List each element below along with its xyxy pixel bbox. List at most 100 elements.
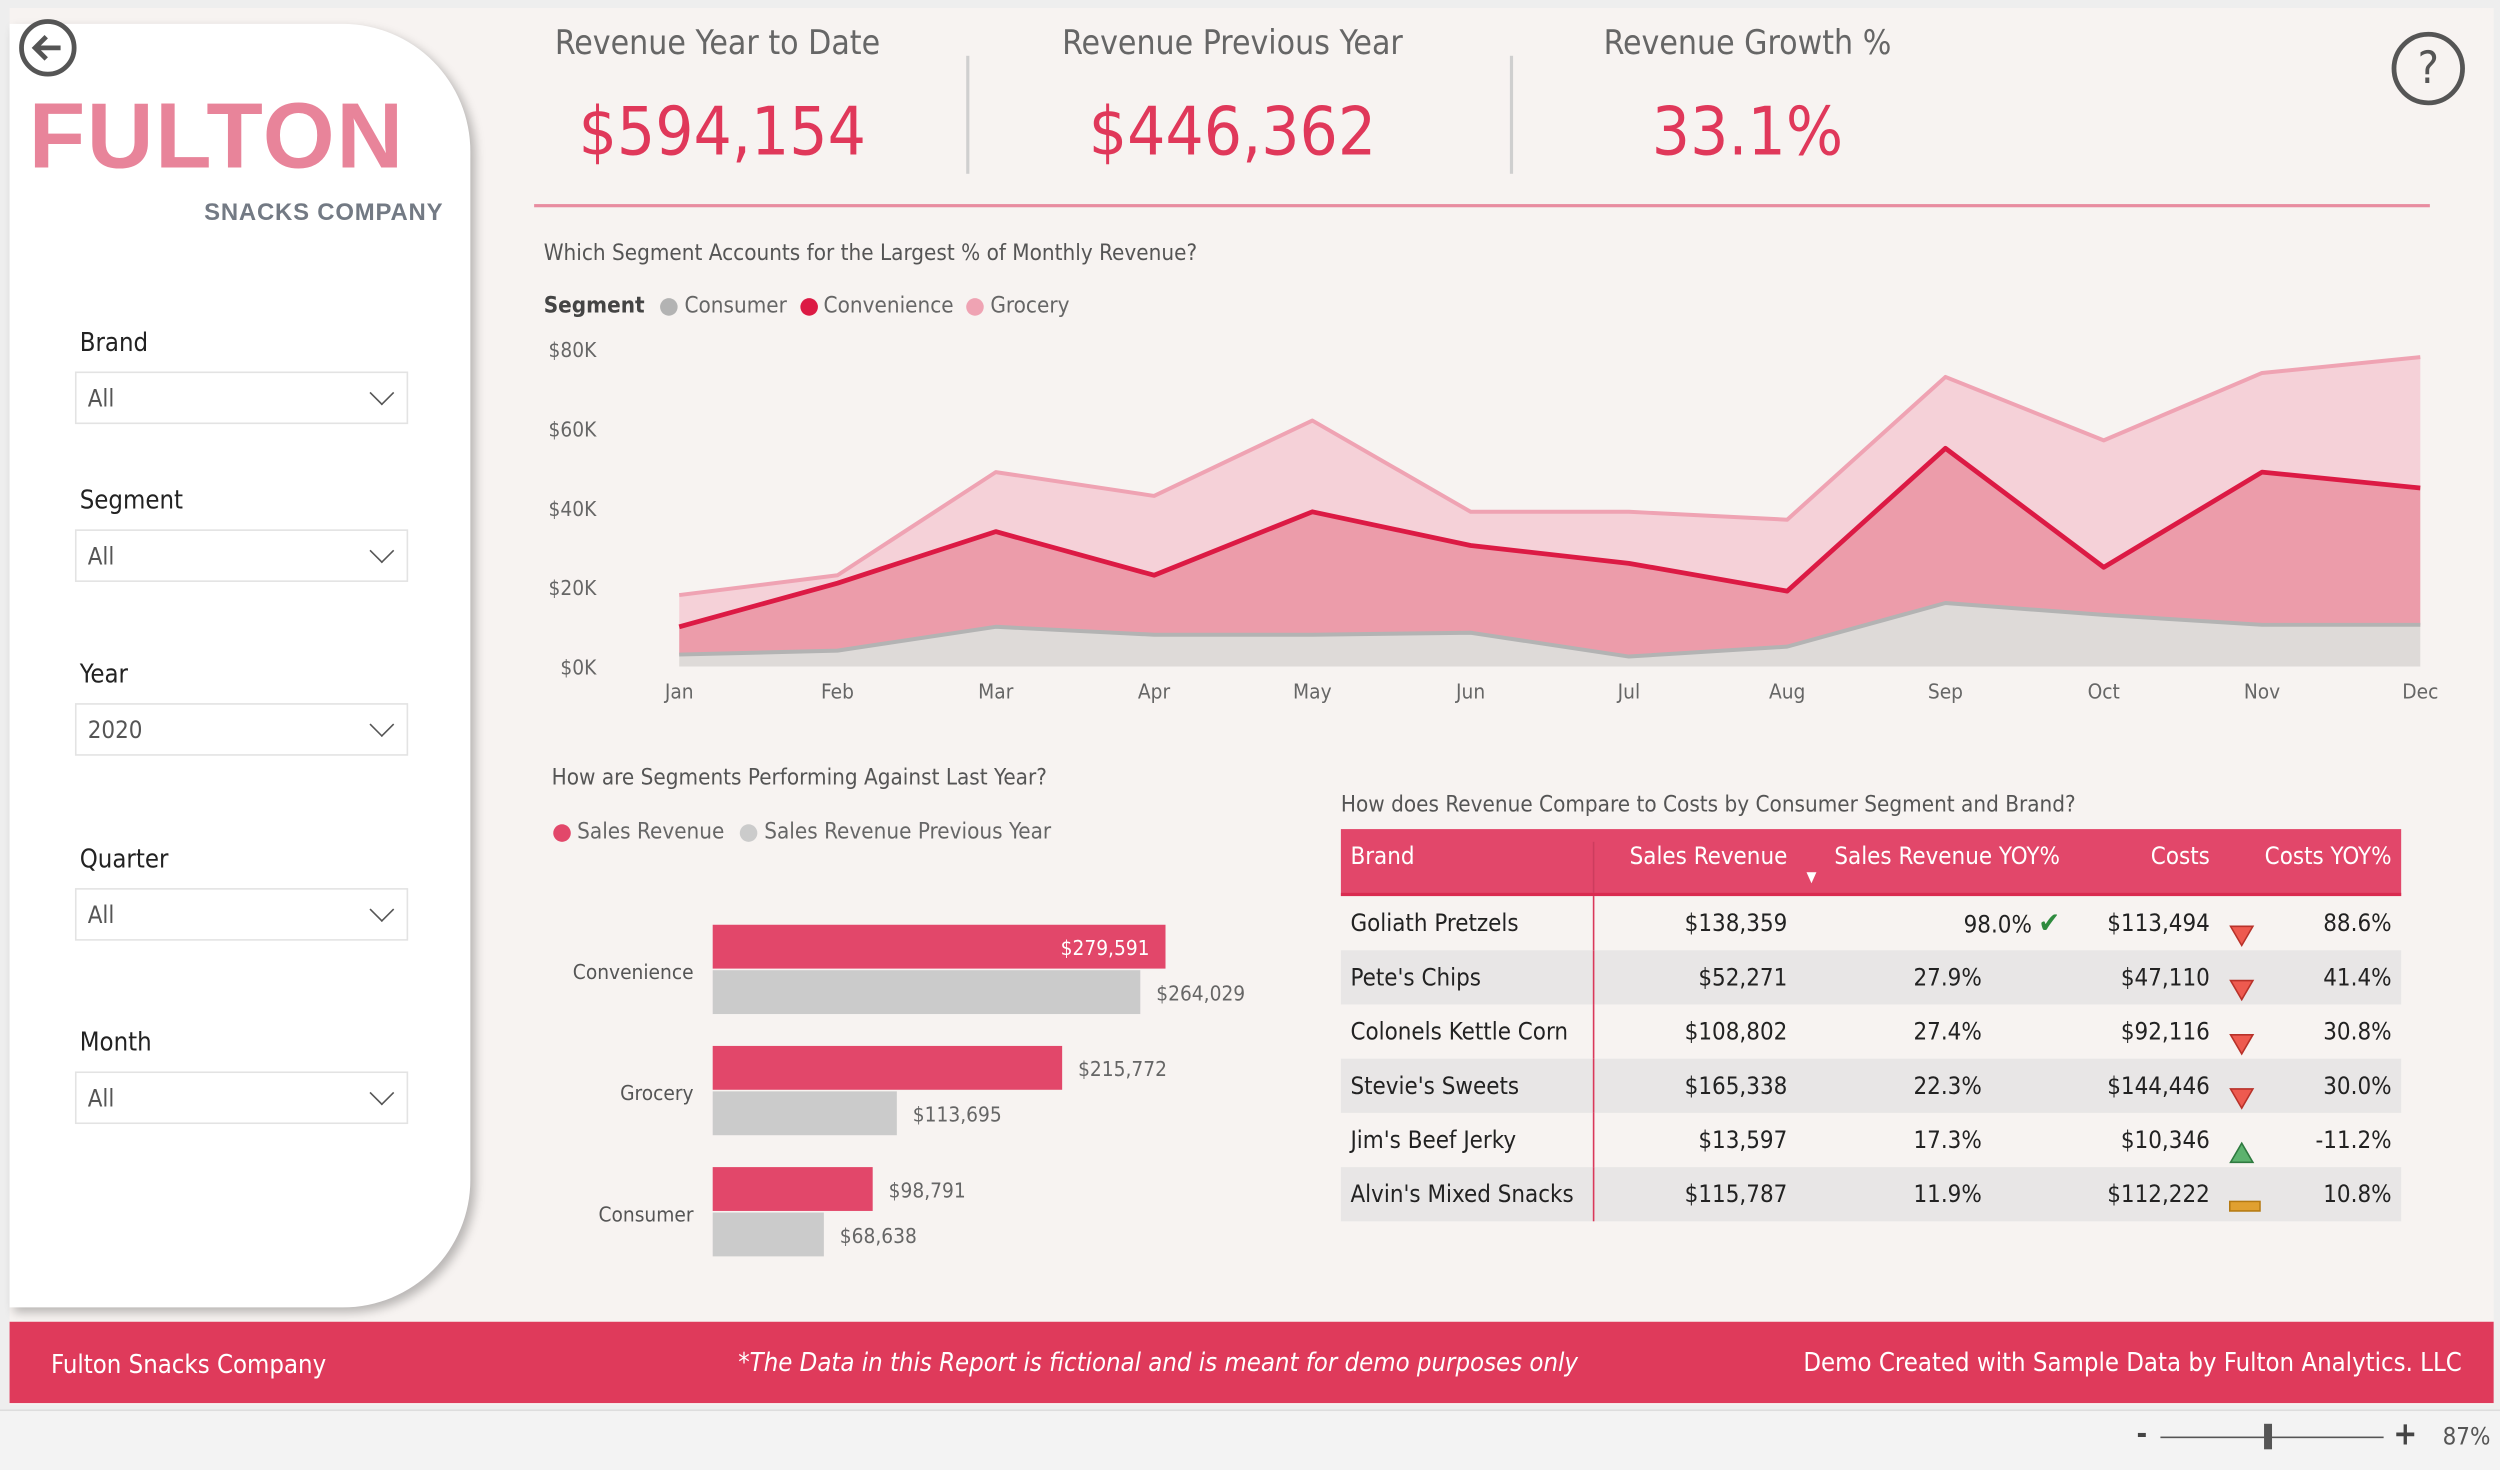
company-logo-subtitle: SNACKS COMPANY: [204, 199, 444, 227]
legend-dot-convenience: [799, 297, 818, 315]
bar-sales-revenue[interactable]: [712, 924, 1166, 969]
slicer-label-year: Year: [79, 658, 128, 689]
cell-sales-revenue-yoy: 22.3%: [1797, 1071, 2073, 1100]
cell-brand: Stevie's Sweets: [1341, 1058, 1595, 1113]
cell-sales-revenue-yoy-value: 22.3%: [1913, 1071, 1982, 1101]
y-tick-label: $80K: [549, 338, 598, 362]
slicer-label-brand: Brand: [79, 326, 149, 358]
x-tick-label: Oct: [2088, 679, 2120, 703]
y-tick-label: $60K: [549, 417, 598, 441]
header-sales-revenue-yoy[interactable]: Sales Revenue YOY% ▼: [1797, 842, 2073, 887]
cell-costs: $112,222: [2107, 1179, 2210, 1209]
table-row[interactable]: Pete's Chips $52,271 27.9% $47,110 41.4%: [1340, 950, 2402, 1005]
legend-consumer[interactable]: Consumer: [684, 293, 787, 319]
header-brand[interactable]: Brand: [1341, 841, 1595, 893]
area-consumer[interactable]: [679, 603, 2421, 667]
cell-costs-yoy: 30.0%: [2216, 1071, 2401, 1110]
area-grocery[interactable]: [679, 357, 2421, 627]
status-bar: - + 87%: [0, 1409, 2500, 1470]
slicer-month-value: All: [87, 1084, 115, 1113]
table-row[interactable]: Stevie's Sweets $165,338 22.3% $144,446 …: [1340, 1058, 2402, 1113]
table-row[interactable]: Jim's Beef Jerky $13,597 17.3% $10,346 -…: [1341, 1112, 2401, 1168]
bar-chart-legend: Sales Revenue Sales Revenue Previous Yea…: [553, 819, 1052, 846]
bar-sales-revenue[interactable]: [712, 1167, 873, 1211]
kpi-divider: [966, 55, 970, 174]
cell-sales-revenue: $138,359: [1684, 908, 1788, 938]
legend-sales-revenue[interactable]: Sales Revenue: [577, 819, 725, 846]
header-divider: [534, 204, 2430, 208]
cell-sales-revenue-yoy: 98.0% ✔: [1797, 906, 2073, 939]
bar-amber-icon: [2228, 1200, 2261, 1212]
footer-company: Fulton Snacks Company: [51, 1348, 327, 1380]
x-tick-label: Apr: [1138, 679, 1171, 703]
cell-sales-revenue: $108,802: [1684, 1017, 1788, 1046]
table-header: Brand Sales Revenue Sales Revenue YOY% ▼ …: [1340, 829, 2402, 897]
cell-costs-yoy-value: 10.8%: [2323, 1179, 2392, 1209]
arrow-left-circle-icon: [31, 34, 61, 61]
company-logo: FULTON: [28, 84, 405, 189]
header-sales-revenue[interactable]: Sales Revenue: [1629, 841, 1788, 871]
legend-previous-year[interactable]: Sales Revenue Previous Year: [764, 819, 1052, 846]
triangle-up-green-icon: [2229, 1141, 2255, 1164]
table-row[interactable]: Alvin's Mixed Snacks $115,787 11.9% $112…: [1340, 1167, 2402, 1222]
cell-costs-yoy: 30.8%: [2216, 1017, 2401, 1056]
header-costs-yoy[interactable]: Costs YOY%: [2264, 841, 2392, 871]
slicer-segment-value: All: [87, 542, 115, 571]
back-button[interactable]: [19, 19, 77, 77]
header-costs[interactable]: Costs: [2150, 841, 2210, 871]
cell-costs-yoy: -11.2%: [2216, 1126, 2401, 1164]
category-label: Grocery: [620, 1081, 693, 1105]
cell-sales-revenue-yoy: 17.3%: [1797, 1126, 2073, 1155]
slicer-year-value: 2020: [87, 715, 143, 745]
cell-brand: Jim's Beef Jerky: [1341, 1112, 1595, 1168]
category-label: Convenience: [573, 960, 694, 984]
cell-sales-revenue-yoy-value: 17.3%: [1913, 1125, 1982, 1155]
legend-title: Segment: [543, 293, 645, 319]
x-tick-label: Dec: [2402, 679, 2438, 703]
kpi-title-revenue-previous-year: Revenue Previous Year: [1062, 23, 1403, 63]
slicer-year-dropdown[interactable]: 2020: [74, 703, 409, 756]
table-row[interactable]: Colonels Kettle Corn $108,802 27.4% $92,…: [1341, 1004, 2401, 1059]
kpi-value-revenue-previous-year: $446,362: [1088, 92, 1377, 171]
cell-costs-yoy: 88.6%: [2216, 909, 2401, 948]
footer-credit: Demo Created with Sample Data by Fulton …: [1803, 1347, 2462, 1378]
table-row[interactable]: Goliath Pretzels $138,359 98.0% ✔ $113,49…: [1341, 896, 2401, 951]
slicer-label-quarter: Quarter: [79, 843, 169, 874]
category-label: Consumer: [599, 1202, 694, 1226]
zoom-level: 87%: [2442, 1422, 2491, 1451]
cell-brand: Alvin's Mixed Snacks: [1341, 1167, 1595, 1222]
line-convenience[interactable]: [678, 445, 2421, 630]
cell-brand: Colonels Kettle Corn: [1341, 1004, 1595, 1059]
x-tick-label: May: [1293, 679, 1332, 703]
bar-data-label: $113,695: [913, 1103, 1002, 1127]
cell-sales-revenue-yoy-value: 11.9%: [1913, 1179, 1982, 1209]
zoom-out-button[interactable]: -: [2136, 1417, 2148, 1451]
slicer-brand-dropdown[interactable]: All: [74, 371, 409, 425]
zoom-in-button[interactable]: +: [2393, 1414, 2418, 1453]
cell-costs-yoy-value: 41.4%: [2323, 963, 2392, 992]
help-button[interactable]: ?: [2391, 31, 2465, 106]
bar-previous-year[interactable]: [712, 1091, 897, 1136]
bar-previous-year[interactable]: [712, 970, 1141, 1015]
legend-grocery[interactable]: Grocery: [990, 293, 1070, 319]
bar-sales-revenue[interactable]: [712, 1045, 1063, 1090]
legend-dot-grocery: [966, 297, 984, 315]
zoom-slider-thumb[interactable]: [2264, 1423, 2273, 1450]
slicer-label-month: Month: [79, 1026, 152, 1058]
slicer-brand-value: All: [87, 384, 115, 413]
y-tick-label: $40K: [549, 497, 598, 521]
cell-sales-revenue: $52,271: [1698, 963, 1788, 992]
line-consumer[interactable]: [679, 601, 2421, 659]
slicer-quarter-dropdown[interactable]: All: [74, 888, 409, 941]
slicer-label-segment: Segment: [79, 484, 184, 515]
cell-costs: $144,446: [2107, 1071, 2210, 1101]
footer-bar: Fulton Snacks Company *The Data in this …: [9, 1321, 2494, 1404]
bar-previous-year[interactable]: [712, 1212, 824, 1257]
revenue-costs-table: Brand Sales Revenue Sales Revenue YOY% ▼ …: [1340, 829, 2402, 1222]
bar-data-label: $279,591: [1061, 936, 1150, 960]
cell-sales-revenue: $115,787: [1684, 1179, 1788, 1209]
slicer-segment-dropdown[interactable]: All: [74, 529, 409, 582]
slicer-month-dropdown[interactable]: All: [74, 1071, 409, 1125]
line-grocery[interactable]: [678, 355, 2421, 598]
legend-convenience[interactable]: Convenience: [823, 293, 954, 319]
